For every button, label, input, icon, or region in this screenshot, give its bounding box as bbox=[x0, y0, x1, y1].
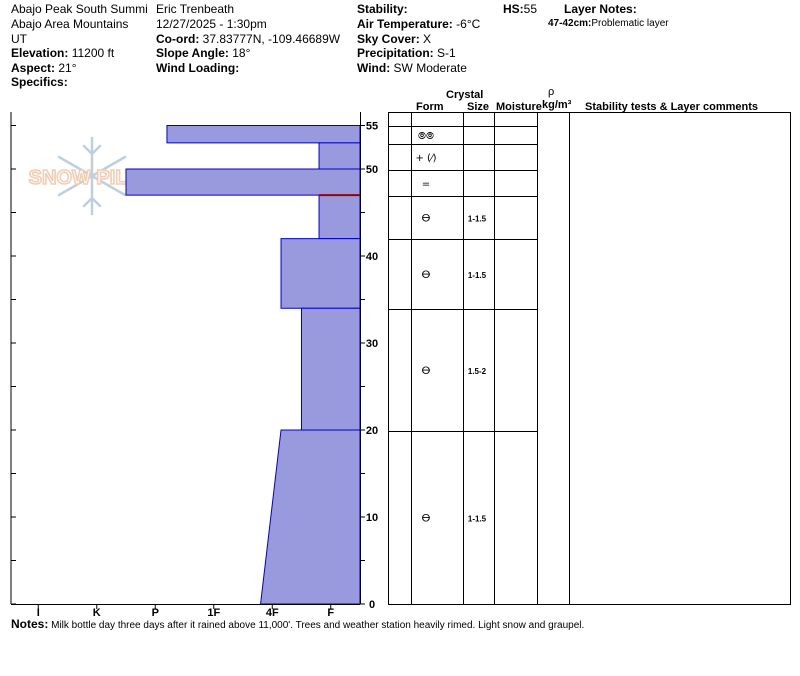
form-header: Form bbox=[416, 101, 444, 113]
elevation-label: Elevation: bbox=[11, 46, 69, 60]
slope-angle: Slope Angle: 18° bbox=[156, 46, 250, 60]
layer-bar-4 bbox=[280, 238, 361, 309]
watermark-text: SNOW PILOT bbox=[29, 167, 156, 189]
wind: Wind: SW Moderate bbox=[357, 61, 467, 75]
snowpilot-watermark: SNOW PILOT bbox=[28, 136, 156, 216]
moisture-header: Moisture bbox=[496, 101, 542, 113]
density-unit: kg/m³ bbox=[542, 99, 572, 111]
notes-label: Notes: bbox=[11, 617, 49, 631]
coord-value: 37.83777N, -109.46689W bbox=[199, 32, 341, 46]
x-tick-label-K: K bbox=[93, 607, 101, 619]
crystal-header: Crystal bbox=[446, 89, 484, 101]
specifics-label: Specifics: bbox=[11, 75, 68, 89]
layer-bar-2 bbox=[125, 168, 361, 196]
crystal-size-4: 1-1.5 bbox=[468, 271, 487, 280]
form-symbol-2: = bbox=[422, 179, 430, 190]
sky-value: X bbox=[419, 32, 432, 46]
layer-bar-6 bbox=[259, 429, 361, 605]
wind-label: Wind: bbox=[357, 61, 391, 75]
precip-label: Precipitation: bbox=[357, 46, 434, 60]
notes: Notes: Milk bottle day three days after … bbox=[11, 617, 584, 631]
aspect: Aspect: 21° bbox=[11, 61, 77, 75]
air-temperature: Air Temperature: -6°C bbox=[357, 17, 480, 31]
layer-notes-label: Layer Notes: bbox=[564, 2, 637, 16]
stability-label: Stability: bbox=[357, 2, 408, 16]
size-header: Size bbox=[467, 101, 490, 113]
y-tick-label-50: 50 bbox=[366, 164, 378, 176]
aspect-value: 21° bbox=[55, 61, 77, 75]
crystal-size-6: 1-1.5 bbox=[468, 515, 487, 524]
x-tick-label-1F: 1F bbox=[207, 607, 220, 619]
y-tick-label-30: 30 bbox=[366, 338, 378, 350]
wind-value: SW Moderate bbox=[390, 61, 467, 75]
elevation-value: 11200 ft bbox=[68, 46, 115, 60]
precipitation: Precipitation: S-1 bbox=[357, 46, 456, 60]
air-temp-value: -6°C bbox=[452, 17, 481, 31]
layer-bar-5 bbox=[301, 307, 361, 431]
form-symbol-3: ⴱ bbox=[422, 214, 431, 225]
observer-name: Eric Trenbeath bbox=[156, 2, 235, 16]
precip-value: S-1 bbox=[433, 46, 456, 60]
form-symbol-0: ⦾⦾ bbox=[418, 131, 434, 142]
air-temp-label: Air Temperature: bbox=[357, 17, 453, 31]
mountain-range: Abajo Area Mountains bbox=[11, 17, 129, 31]
notes-text: Milk bottle day three days after it rain… bbox=[48, 620, 585, 631]
coordinates: Co-ord: 37.83777N, -109.46689W bbox=[156, 32, 340, 46]
sky-cover: Sky Cover: X bbox=[357, 32, 431, 46]
layer-note: 47-42cm:Problematic layer bbox=[548, 18, 669, 30]
layer-bar-3 bbox=[318, 194, 361, 240]
hs-value: 55 bbox=[523, 2, 538, 16]
snow-height: HS:55 bbox=[503, 2, 537, 16]
x-tick-label-P: P bbox=[152, 607, 159, 619]
y-tick-label-0: 0 bbox=[369, 599, 375, 611]
density-symbol: ρ bbox=[548, 86, 555, 98]
state: UT bbox=[11, 32, 27, 46]
table-frame bbox=[388, 112, 791, 605]
x-tick-label-F: F bbox=[327, 607, 334, 619]
x-tick-label-I: I bbox=[37, 607, 40, 619]
coord-label: Co-ord: bbox=[156, 32, 200, 46]
layer-bar-1 bbox=[318, 142, 361, 170]
layer-bar-0 bbox=[166, 125, 361, 144]
location-name: Abajo Peak South Summi bbox=[11, 2, 148, 16]
sky-label: Sky Cover: bbox=[357, 32, 420, 46]
y-tick-label-55: 55 bbox=[366, 121, 378, 133]
y-tick-label-10: 10 bbox=[366, 512, 378, 524]
comments-header: Stability tests & Layer comments bbox=[585, 101, 759, 113]
y-tick-label-20: 20 bbox=[366, 425, 378, 437]
x-tick-label-4F: 4F bbox=[266, 607, 279, 619]
crystal-size-3: 1-1.5 bbox=[468, 215, 487, 224]
observation-datetime: 12/27/2025 - 1:30pm bbox=[156, 17, 267, 31]
form-symbol-4: ⴱ bbox=[422, 270, 431, 281]
layer-note-text: Problematic layer bbox=[591, 18, 669, 29]
slope-label: Slope Angle: bbox=[156, 46, 229, 60]
crystal-size-5: 1.5-2 bbox=[468, 367, 487, 376]
form-symbol-6: ⴱ bbox=[422, 514, 431, 525]
slope-value: 18° bbox=[228, 46, 251, 60]
form-symbol-5: ⴱ bbox=[422, 366, 431, 377]
y-tick-label-40: 40 bbox=[366, 251, 378, 263]
snowflake-icon bbox=[57, 136, 127, 216]
layer-note-range: 47-42cm: bbox=[548, 18, 592, 29]
elevation: Elevation: 11200 ft bbox=[11, 46, 114, 60]
hs-label: HS: bbox=[503, 2, 524, 16]
aspect-label: Aspect: bbox=[11, 61, 56, 75]
wind-loading-label: Wind Loading: bbox=[156, 61, 240, 75]
form-symbol-1: + (⁄) bbox=[415, 153, 436, 164]
